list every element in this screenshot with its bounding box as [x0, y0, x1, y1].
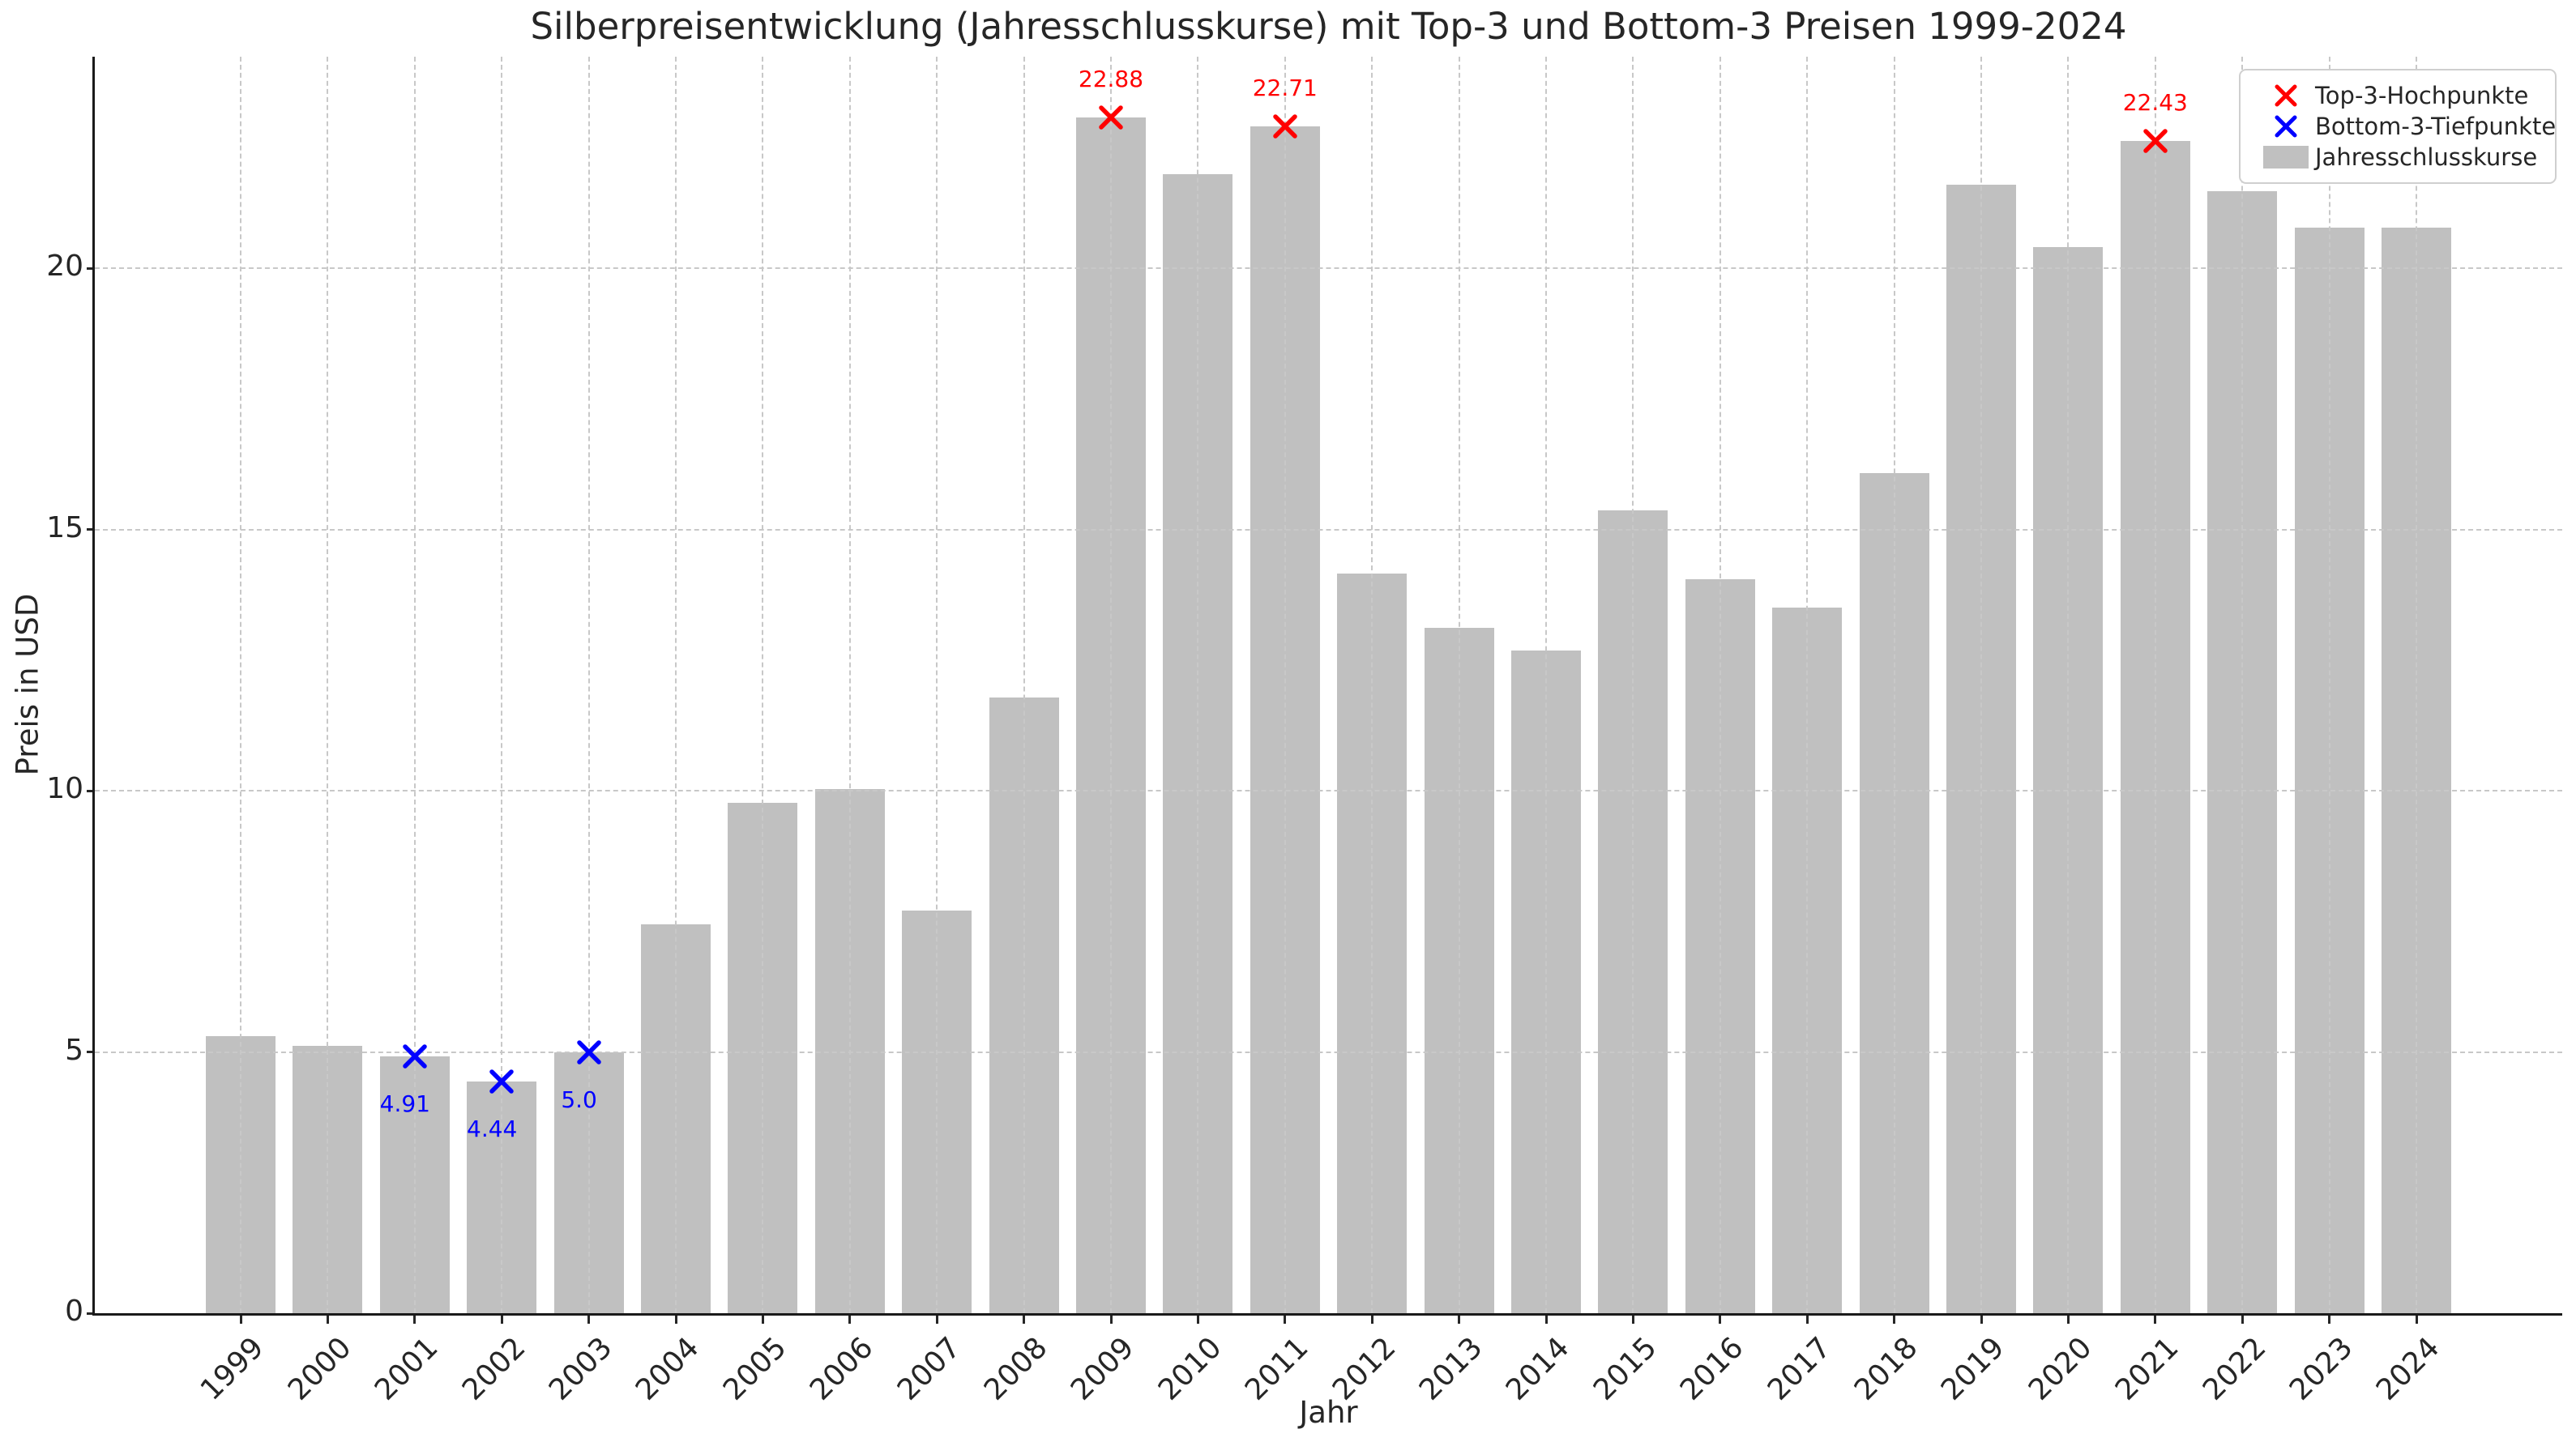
gridline-vertical-2022: [2241, 57, 2244, 1313]
x-tick-2017: [1805, 1316, 1809, 1324]
gridline-vertical-2003: [587, 57, 590, 1313]
x-tick-2014: [1544, 1316, 1548, 1324]
gridline-vertical-2014: [1545, 57, 1547, 1313]
x-tick-2003: [587, 1316, 591, 1324]
gridline-vertical-2006: [848, 57, 851, 1313]
gridline-vertical-2021: [2154, 57, 2156, 1313]
red-x-marker-icon: [2257, 82, 2315, 109]
y-tick-label-20: 20: [46, 250, 83, 283]
gridline-vertical-2009: [1110, 57, 1112, 1313]
top3-marker-2021: [2142, 127, 2169, 155]
gridline-vertical-2001: [413, 57, 416, 1313]
gray-bar-swatch-icon: [2257, 146, 2315, 169]
legend-label: Top-3-Hochpunkte: [2315, 82, 2529, 109]
x-tick-2002: [500, 1316, 503, 1324]
x-axis-spine: [92, 1313, 2562, 1316]
x-tick-2001: [413, 1316, 417, 1324]
x-tick-2010: [1196, 1316, 1199, 1324]
y-tick-20: [87, 267, 95, 270]
x-tick-2011: [1284, 1316, 1287, 1324]
gridline-y-15: [95, 528, 2562, 531]
legend-item-bars: Jahresschlusskurse: [2257, 142, 2539, 173]
top3-annotation-2021: 22.43: [2122, 89, 2188, 117]
gridline-vertical-2000: [327, 57, 329, 1313]
gridline-vertical-2007: [936, 57, 938, 1313]
x-tick-2020: [2066, 1316, 2070, 1324]
gridline-y-5: [95, 1051, 2562, 1053]
legend-label: Bottom-3-Tiefpunkte: [2315, 113, 2557, 140]
y-axis-spine: [92, 57, 95, 1316]
y-tick-15: [87, 528, 95, 531]
x-tick-2000: [326, 1316, 329, 1324]
legend-item-top3: Top-3-Hochpunkte: [2257, 80, 2539, 111]
bottom3-annotation-2002: 4.44: [467, 1115, 518, 1142]
x-tick-2007: [935, 1316, 938, 1324]
x-tick-2013: [1458, 1316, 1461, 1324]
bottom3-annotation-2003: 5.0: [561, 1086, 597, 1113]
x-tick-1999: [239, 1316, 242, 1324]
chart-title: Silberpreisentwicklung (Jahresschlusskur…: [530, 5, 2127, 48]
x-tick-2023: [2328, 1316, 2331, 1324]
x-tick-2018: [1893, 1316, 1896, 1324]
x-tick-2005: [761, 1316, 764, 1324]
gridline-vertical-2004: [675, 57, 677, 1313]
bottom3-marker-2002: [488, 1068, 515, 1095]
y-tick-label-0: 0: [65, 1295, 83, 1328]
y-tick-10: [87, 789, 95, 792]
bottom3-marker-2001: [401, 1043, 429, 1070]
blue-x-marker-icon: [2257, 113, 2315, 140]
gridline-vertical-2011: [1284, 57, 1286, 1313]
x-tick-2015: [1631, 1316, 1634, 1324]
gridline-vertical-1999: [240, 57, 241, 1313]
y-tick-label-15: 15: [46, 510, 83, 544]
bottom3-marker-2003: [575, 1039, 603, 1066]
gridline-y-20: [95, 267, 2562, 269]
x-tick-2006: [848, 1316, 852, 1324]
x-tick-2012: [1370, 1316, 1373, 1324]
x-tick-2016: [1719, 1316, 1722, 1324]
gridline-vertical-2008: [1023, 57, 1025, 1313]
gridline-y-10: [95, 790, 2562, 791]
gridline-vertical-2002: [501, 57, 503, 1313]
top3-annotation-2009: 22.88: [1078, 66, 1144, 93]
y-tick-0: [87, 1312, 95, 1315]
x-tick-2008: [1023, 1316, 1026, 1324]
gridline-vertical-2023: [2328, 57, 2330, 1313]
gridline-vertical-2019: [1980, 57, 1982, 1313]
gridline-vertical-2020: [2067, 57, 2070, 1313]
gridline-vertical-2013: [1458, 57, 1460, 1313]
top3-marker-2009: [1097, 104, 1125, 131]
x-tick-2009: [1109, 1316, 1113, 1324]
gridline-vertical-2024: [2416, 57, 2417, 1313]
gridline-vertical-2005: [762, 57, 764, 1313]
x-axis-label: Jahr: [1299, 1395, 1358, 1430]
x-tick-2024: [2415, 1316, 2418, 1324]
x-tick-2019: [1980, 1316, 1983, 1324]
x-tick-2022: [2241, 1316, 2244, 1324]
y-tick-label-10: 10: [46, 772, 83, 805]
top3-annotation-2011: 22.71: [1252, 75, 1318, 102]
y-tick-5: [87, 1051, 95, 1053]
top3-marker-2011: [1271, 113, 1299, 140]
x-tick-2004: [674, 1316, 677, 1324]
gridline-vertical-2017: [1806, 57, 1809, 1313]
gridline-vertical-2012: [1371, 57, 1373, 1313]
gridline-vertical-2010: [1197, 57, 1199, 1313]
y-tick-label-5: 5: [65, 1033, 83, 1067]
legend: Top-3-Hochpunkte Bottom-3-Tiefpunkte Jah…: [2239, 69, 2557, 184]
legend-label: Jahresschlusskurse: [2315, 143, 2538, 171]
gridline-vertical-2015: [1632, 57, 1634, 1313]
bottom3-annotation-2001: 4.91: [379, 1090, 430, 1118]
gridline-vertical-2018: [1893, 57, 1895, 1313]
x-tick-2021: [2154, 1316, 2157, 1324]
gridline-vertical-2016: [1719, 57, 1721, 1313]
legend-item-bottom3: Bottom-3-Tiefpunkte: [2257, 111, 2556, 142]
